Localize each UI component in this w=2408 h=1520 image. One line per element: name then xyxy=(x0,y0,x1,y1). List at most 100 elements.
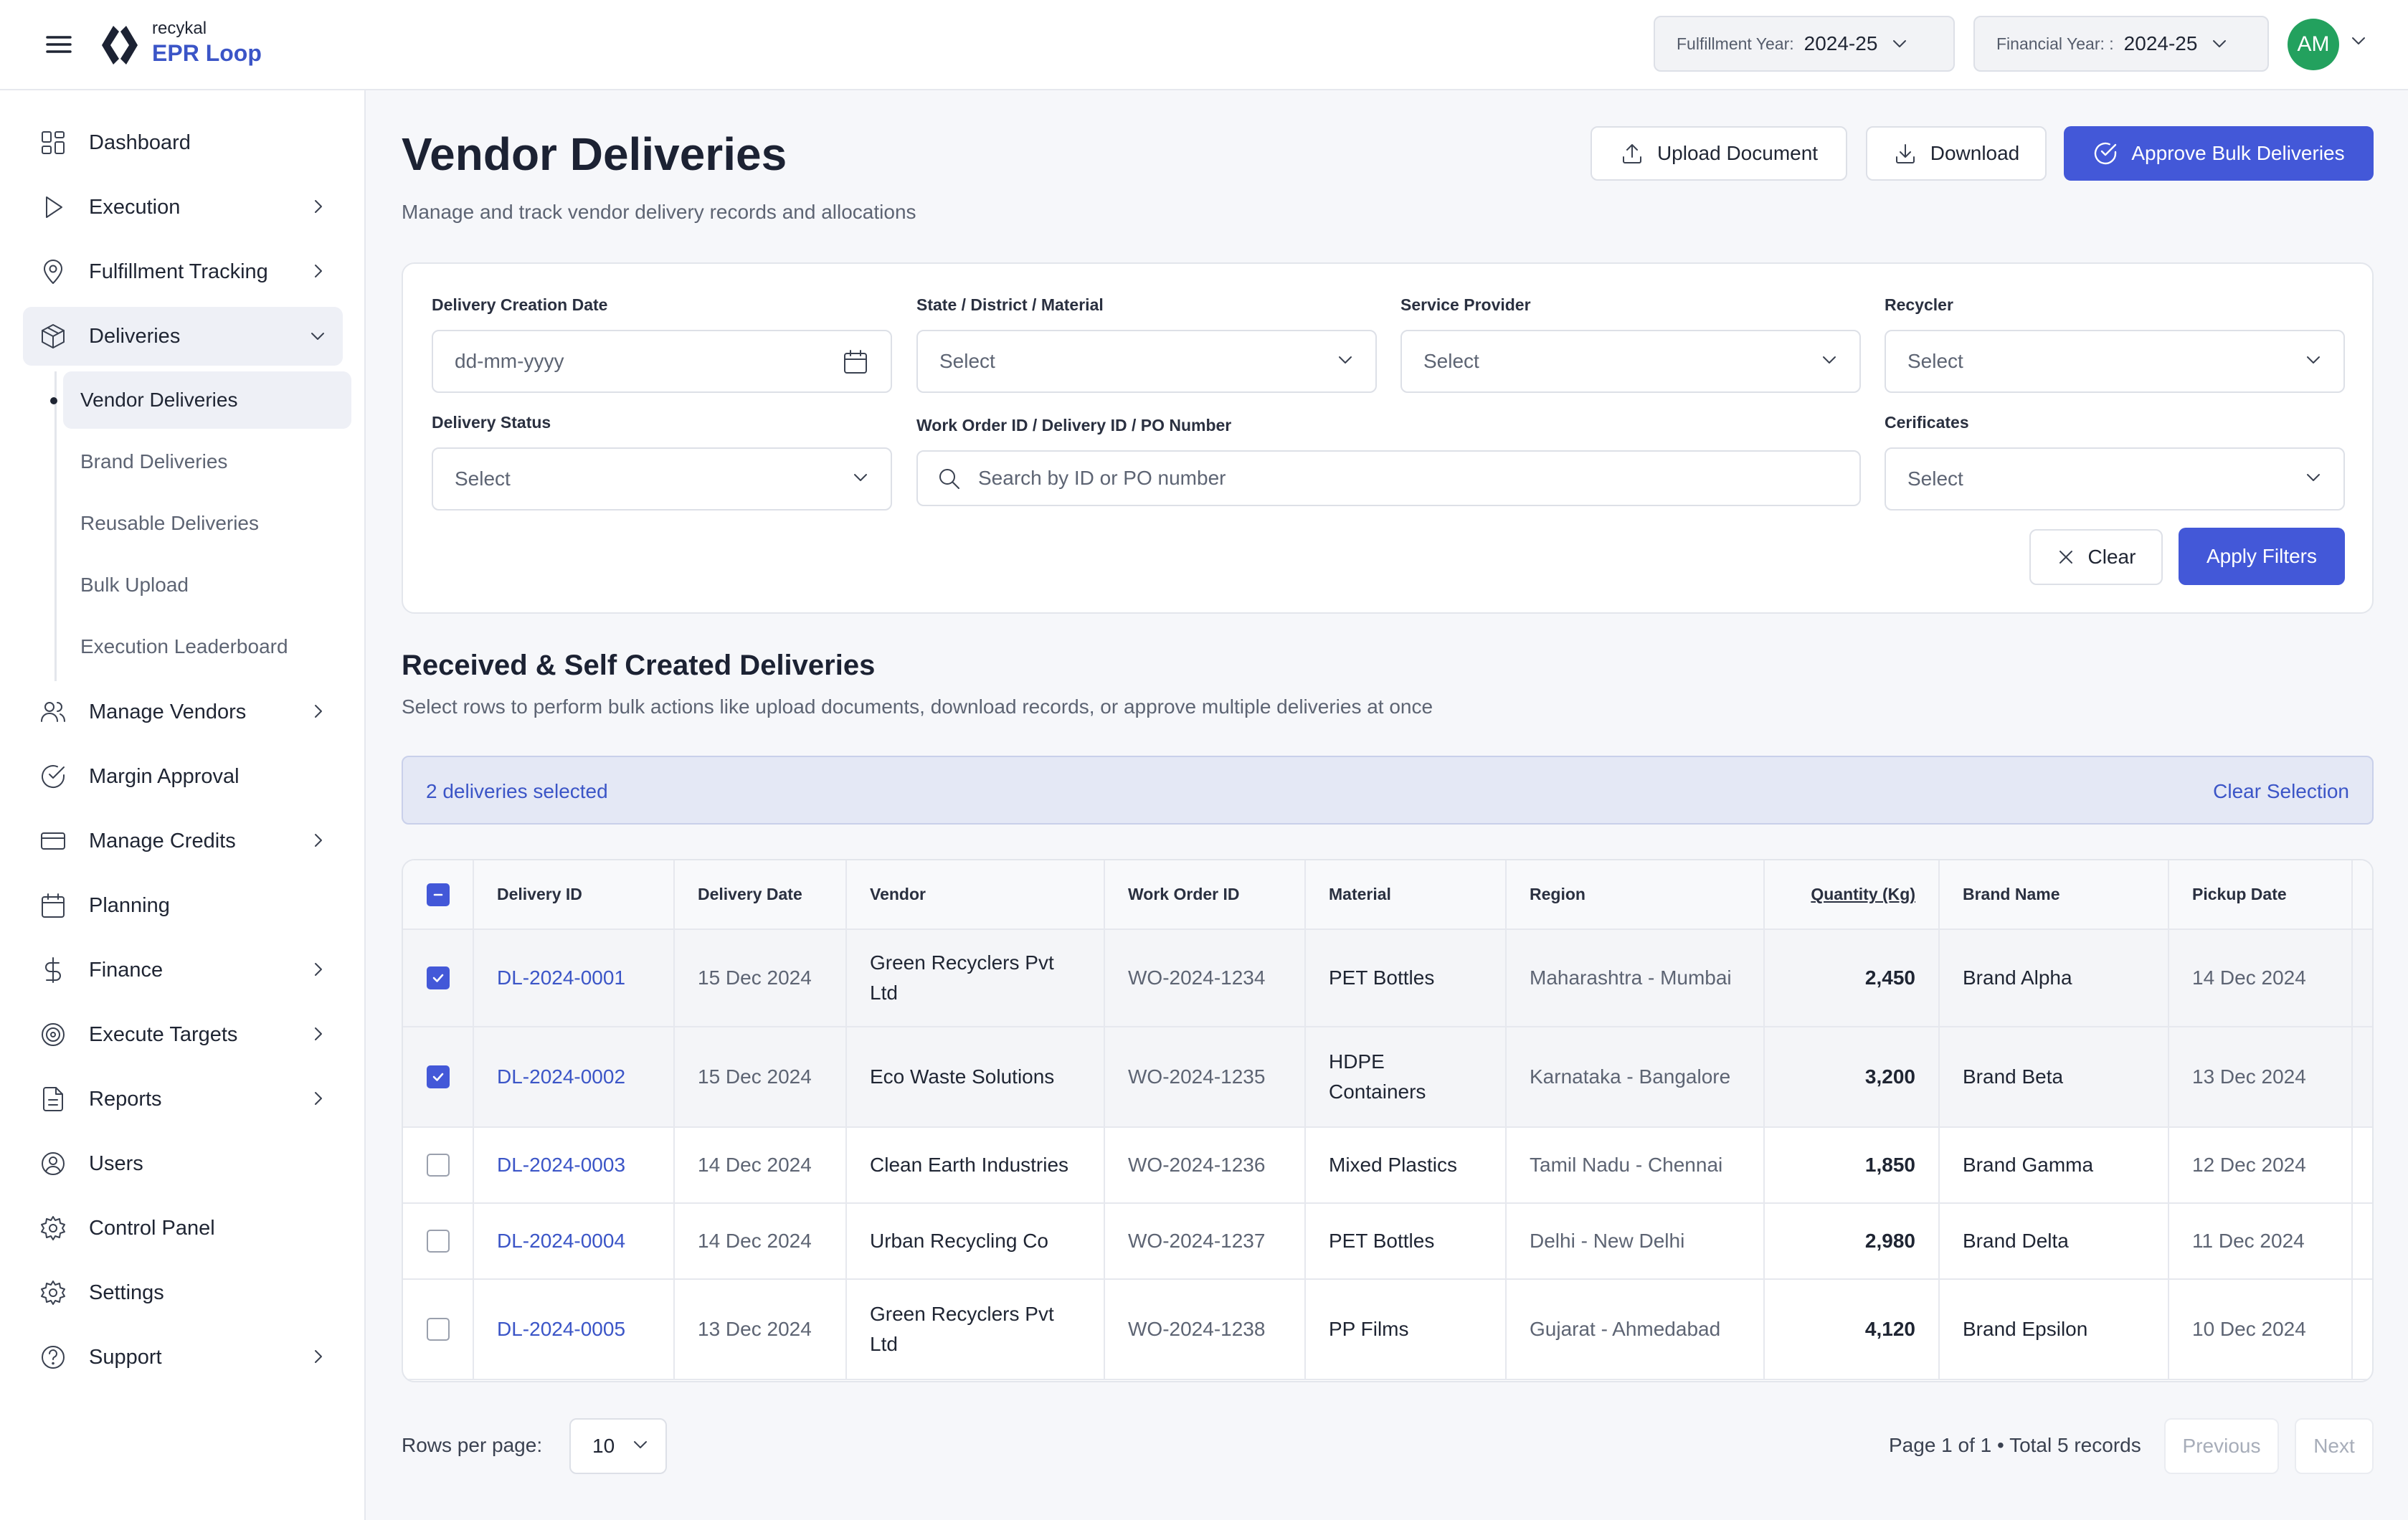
select-value: Select xyxy=(455,467,511,490)
delivery-status-label: Delivery Status xyxy=(432,413,551,432)
sidebar-item-settings[interactable]: Settings xyxy=(23,1263,343,1322)
column-header[interactable]: Work Order ID xyxy=(1104,860,1306,930)
delivery-id-link[interactable]: DL-2024-0003 xyxy=(473,1127,675,1204)
sidebar-item-label: Dashboard xyxy=(89,130,191,154)
sidebar-item-support[interactable]: Support xyxy=(23,1328,343,1387)
sidebar-item-margin-approval[interactable]: Margin Approval xyxy=(23,747,343,806)
hamburger-menu-icon[interactable] xyxy=(43,30,75,59)
clear-filters-button[interactable]: Clear xyxy=(2029,529,2163,585)
sidebar-subitem-bulk-upload[interactable]: Bulk Upload xyxy=(63,556,351,614)
delivery-id-link[interactable]: DL-2024-0005 xyxy=(473,1279,675,1380)
delivery-creation-date-input[interactable]: dd-mm-yyyy xyxy=(432,330,892,393)
rows-per-page-value: 10 xyxy=(592,1435,615,1457)
table-row[interactable]: DL-2024-0004 14 Dec 2024 Urban Recycling… xyxy=(403,1203,2372,1280)
delivery-id-link[interactable]: DL-2024-0002 xyxy=(473,1027,675,1128)
clear-selection-link[interactable]: Clear Selection xyxy=(2213,780,2349,802)
sidebar-subitem-vendor-deliveries[interactable]: Vendor Deliveries xyxy=(63,371,351,429)
row-checkbox[interactable] xyxy=(426,1318,450,1341)
delivery-id-link[interactable]: DL-2024-0001 xyxy=(473,929,675,1027)
table-row[interactable]: DL-2024-0005 13 Dec 2024 Green Recyclers… xyxy=(403,1279,2372,1380)
column-header[interactable]: Brand Name xyxy=(1939,860,2169,930)
recycler-select[interactable]: Select xyxy=(1885,330,2345,393)
user-avatar[interactable]: AM xyxy=(2288,19,2339,70)
chevron-right-icon xyxy=(313,1025,324,1042)
calendar-icon[interactable] xyxy=(842,348,869,376)
row-select-cell xyxy=(403,929,474,1027)
previous-page-button[interactable]: Previous xyxy=(2164,1418,2279,1474)
select-value: Select xyxy=(1423,350,1479,372)
chevron-down-icon[interactable] xyxy=(2351,36,2366,46)
active-dot-icon xyxy=(50,397,57,404)
deliveries-table: Delivery ID Delivery Date Vendor Work Or… xyxy=(402,859,2374,1382)
column-header[interactable]: Pickup Date xyxy=(2168,860,2353,930)
chevron-right-icon xyxy=(313,961,324,978)
sidebar-item-control-panel[interactable]: Control Panel xyxy=(23,1199,343,1258)
column-header[interactable]: Delivery Date xyxy=(674,860,847,930)
certificates-select[interactable]: Select xyxy=(1885,447,2345,510)
sidebar-item-reports[interactable]: Reports xyxy=(23,1070,343,1129)
sidebar-item-planning[interactable]: Planning xyxy=(23,876,343,935)
sidebar-item-fulfillment-tracking[interactable]: Fulfillment Tracking xyxy=(23,242,343,301)
select-all-checkbox[interactable] xyxy=(426,883,450,906)
sidebar-item-label: Reports xyxy=(89,1087,162,1111)
table-cell: Brand Delta xyxy=(1939,1203,2169,1280)
row-checkbox[interactable] xyxy=(426,1154,450,1177)
search-input[interactable]: Search by ID or PO number xyxy=(916,450,1861,506)
financial-year-label: Financial Year: : xyxy=(1996,34,2114,53)
check-circle-icon xyxy=(39,762,67,791)
sidebar-item-users[interactable]: Users xyxy=(23,1134,343,1193)
column-header[interactable]: Region xyxy=(1506,860,1765,930)
sidebar-item-manage-vendors[interactable]: Manage Vendors xyxy=(23,683,343,741)
sidebar-item-deliveries[interactable]: Deliveries xyxy=(23,307,343,366)
sidebar-item-label: Execution xyxy=(89,195,181,219)
apply-filters-button[interactable]: Apply Filters xyxy=(2179,528,2345,585)
column-header[interactable]: Quantity (Kg) xyxy=(1764,860,1940,930)
rows-per-page-select[interactable]: 10 xyxy=(569,1418,667,1474)
row-checkbox[interactable] xyxy=(426,1230,450,1253)
brand-product: EPR Loop xyxy=(152,40,262,66)
row-select-cell xyxy=(403,1279,474,1380)
table-cell: WO-2024-1236 xyxy=(1104,1127,1306,1204)
approve-bulk-deliveries-button[interactable]: Approve Bulk Deliveries xyxy=(2064,126,2374,181)
sidebar-item-finance[interactable]: Finance xyxy=(23,941,343,999)
table-cell: Eco Waste Solutions xyxy=(846,1027,1105,1128)
delivery-id-link[interactable]: DL-2024-0004 xyxy=(473,1203,675,1280)
grid-icon xyxy=(39,128,67,157)
upload-document-button[interactable]: Upload Document xyxy=(1591,126,1847,181)
sidebar-subitem-reusable-deliveries[interactable]: Reusable Deliveries xyxy=(63,495,351,552)
service-provider-select[interactable]: Select xyxy=(1400,330,1861,393)
table-row[interactable]: DL-2024-0003 14 Dec 2024 Clean Earth Ind… xyxy=(403,1127,2372,1204)
financial-year-select[interactable]: Financial Year: : 2024-25 xyxy=(1973,16,2269,72)
chevron-down-icon xyxy=(1892,39,1907,49)
column-header[interactable]: Delivery ID xyxy=(473,860,675,930)
column-header[interactable]: Vendor xyxy=(846,860,1105,930)
target-icon xyxy=(39,1020,67,1049)
download-button[interactable]: Download xyxy=(1866,126,2047,181)
submenu-guide-line xyxy=(54,371,57,681)
sidebar-item-execution[interactable]: Execution xyxy=(23,178,343,237)
select-value: Select xyxy=(1907,350,1963,372)
column-header[interactable]: S xyxy=(2352,860,2372,930)
table-cell: Green Recyclers Pvt Ltd xyxy=(846,1279,1105,1380)
fulfillment-year-select[interactable]: Fulfillment Year: 2024-25 xyxy=(1654,16,1955,72)
sidebar-item-label: Manage Vendors xyxy=(89,700,247,723)
table-row[interactable]: DL-2024-0002 15 Dec 2024 Eco Waste Solut… xyxy=(403,1027,2372,1128)
table-row[interactable]: DL-2024-0001 15 Dec 2024 Green Recyclers… xyxy=(403,929,2372,1027)
column-header-label: Quantity (Kg) xyxy=(1811,885,1915,903)
row-checkbox[interactable] xyxy=(426,1065,450,1088)
sidebar-subitem-brand-deliveries[interactable]: Brand Deliveries xyxy=(63,433,351,490)
chevron-down-icon xyxy=(634,1441,647,1448)
sidebar-item-label: Planning xyxy=(89,893,170,917)
sidebar-subitem-execution-leaderboard[interactable]: Execution Leaderboard xyxy=(63,618,351,675)
delivery-status-select[interactable]: Select xyxy=(432,447,892,510)
filters-card: Delivery Creation Date dd-mm-yyyy State … xyxy=(402,262,2374,614)
sidebar-item-dashboard[interactable]: Dashboard xyxy=(23,113,343,172)
state-district-material-select[interactable]: Select xyxy=(916,330,1377,393)
sidebar-item-manage-credits[interactable]: Manage Credits xyxy=(23,812,343,870)
row-checkbox[interactable] xyxy=(426,966,450,989)
table-cell: WO-2024-1238 xyxy=(1104,1279,1306,1380)
sidebar-item-execute-targets[interactable]: Execute Targets xyxy=(23,1005,343,1064)
next-page-button[interactable]: Next xyxy=(2295,1418,2374,1474)
column-header[interactable]: Material xyxy=(1305,860,1507,930)
gear-icon xyxy=(39,1278,67,1307)
